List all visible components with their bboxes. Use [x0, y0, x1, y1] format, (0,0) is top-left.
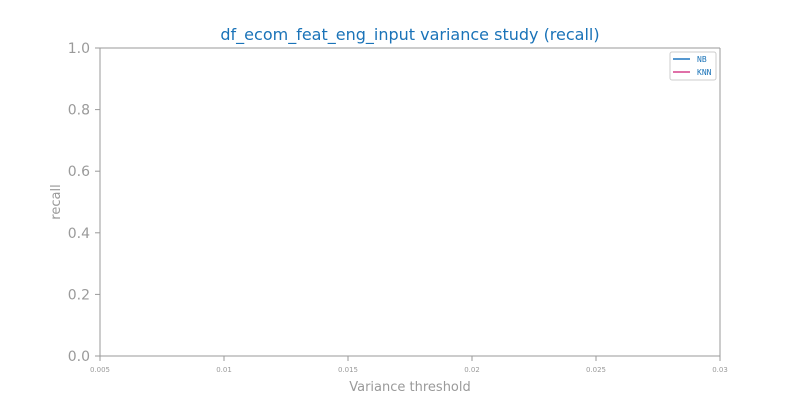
x-tick-label: 0.03	[712, 366, 728, 374]
chart-title: df_ecom_feat_eng_input variance study (r…	[220, 25, 599, 45]
x-axis-label: Variance threshold	[349, 380, 471, 395]
x-tick-label: 0.01	[216, 366, 232, 374]
y-tick-label: 0.8	[68, 103, 90, 119]
plot-area	[99, 47, 721, 357]
x-tick-label: 0.015	[338, 366, 358, 374]
x-tick-label: 0.02	[464, 366, 480, 374]
legend: NB KNN	[669, 51, 717, 81]
y-tick-label: 0.0	[68, 349, 90, 365]
y-tick-label: 1.0	[68, 41, 90, 57]
legend-label-knn: KNN	[697, 68, 712, 77]
legend-label-nb: NB	[697, 55, 707, 64]
y-ticks: 0.0 0.2 0.4 0.6 0.8 1.0	[68, 41, 100, 365]
y-tick-label: 0.6	[68, 164, 90, 180]
x-tick-label: 0.005	[90, 366, 110, 374]
y-tick-label: 0.4	[68, 226, 90, 242]
x-tick-label: 0.025	[586, 366, 606, 374]
y-axis-label: recall	[49, 184, 64, 219]
y-tick-label: 0.2	[68, 287, 90, 303]
x-ticks: 0.005 0.01 0.015 0.02 0.025 0.03	[90, 356, 728, 374]
